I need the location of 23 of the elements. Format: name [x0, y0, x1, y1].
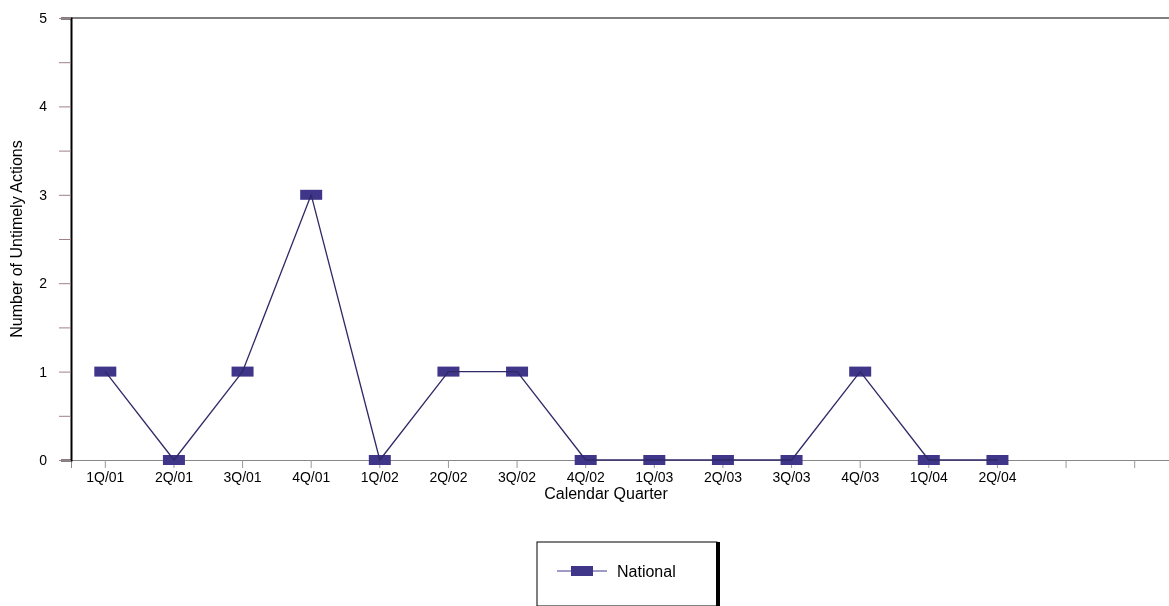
- x-tick-label: 4Q/01: [292, 468, 331, 485]
- y-tick-label: 0: [39, 451, 48, 468]
- x-tick-label: 3Q/02: [497, 468, 537, 485]
- y-axis-title: Number of Untimely Actions: [8, 140, 25, 338]
- x-tick-label: 3Q/03: [772, 468, 811, 485]
- y-tick-label: 1: [39, 363, 48, 380]
- x-tick-label: 2Q/02: [429, 468, 468, 485]
- y-tick-label: 2: [39, 275, 48, 292]
- x-tick-label: 2Q/04: [978, 468, 1017, 485]
- y-tick-label: 5: [39, 9, 48, 26]
- x-tick-label: 2Q/03: [703, 468, 743, 485]
- x-tick-label: 1Q/04: [909, 468, 949, 485]
- x-tick-label: 2Q/01: [154, 468, 194, 485]
- legend-label: National: [617, 562, 676, 580]
- y-tick-label: 3: [39, 186, 48, 203]
- x-tick-label: 3Q/01: [223, 468, 262, 485]
- x-tick-label: 1Q/02: [360, 468, 400, 485]
- x-tick-label: 1Q/03: [635, 468, 674, 485]
- x-tick-label: 4Q/03: [841, 468, 880, 485]
- x-axis-title: Calendar Quarter: [544, 485, 669, 502]
- y-tick-label: 4: [39, 98, 48, 115]
- x-tick-label: 1Q/01: [86, 468, 125, 485]
- x-tick-label: 4Q/02: [566, 468, 605, 485]
